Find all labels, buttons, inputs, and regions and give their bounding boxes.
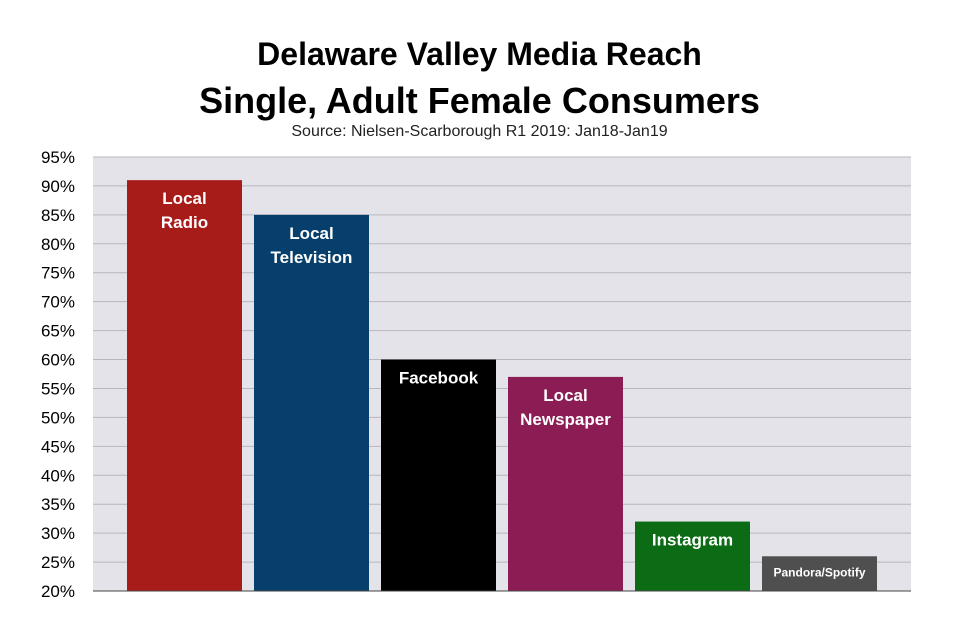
bar-label: Radio (161, 213, 208, 232)
bar-label: Pandora/Spotify (773, 565, 865, 579)
y-tick-label: 35% (41, 495, 75, 514)
y-tick-label: 50% (41, 408, 75, 427)
bar-label: Newspaper (520, 410, 611, 429)
bar-label: Facebook (399, 369, 479, 388)
bar (381, 359, 496, 591)
y-tick-label: 25% (41, 553, 75, 572)
y-tick-label: 60% (41, 351, 75, 370)
bar-label: Television (271, 248, 353, 267)
y-tick-label: 85% (41, 206, 75, 225)
bar (127, 180, 242, 591)
bar (254, 214, 369, 591)
y-tick-label: 40% (41, 466, 75, 485)
y-tick-label: 90% (41, 177, 75, 196)
bar-label: Local (289, 224, 333, 243)
bar-label: Instagram (652, 531, 733, 550)
y-tick-label: 70% (41, 293, 75, 312)
y-tick-label: 95% (41, 148, 75, 167)
bar (762, 556, 877, 591)
y-tick-label: 65% (41, 322, 75, 341)
bar-label: Local (162, 189, 206, 208)
y-tick-label: 75% (41, 264, 75, 283)
chart-title: Delaware Valley Media Reach (257, 36, 702, 72)
y-tick-label: 55% (41, 379, 75, 398)
y-tick-label: 30% (41, 524, 75, 543)
bar-label: Local (543, 386, 587, 405)
y-tick-label: 20% (41, 582, 75, 601)
y-tick-label: 80% (41, 235, 75, 254)
chart-subtitle: Single, Adult Female Consumers (199, 80, 760, 121)
bar (508, 376, 623, 591)
bar (635, 521, 750, 591)
chart-source: Source: Nielsen-Scarborough R1 2019: Jan… (291, 123, 668, 140)
y-tick-label: 45% (41, 437, 75, 456)
